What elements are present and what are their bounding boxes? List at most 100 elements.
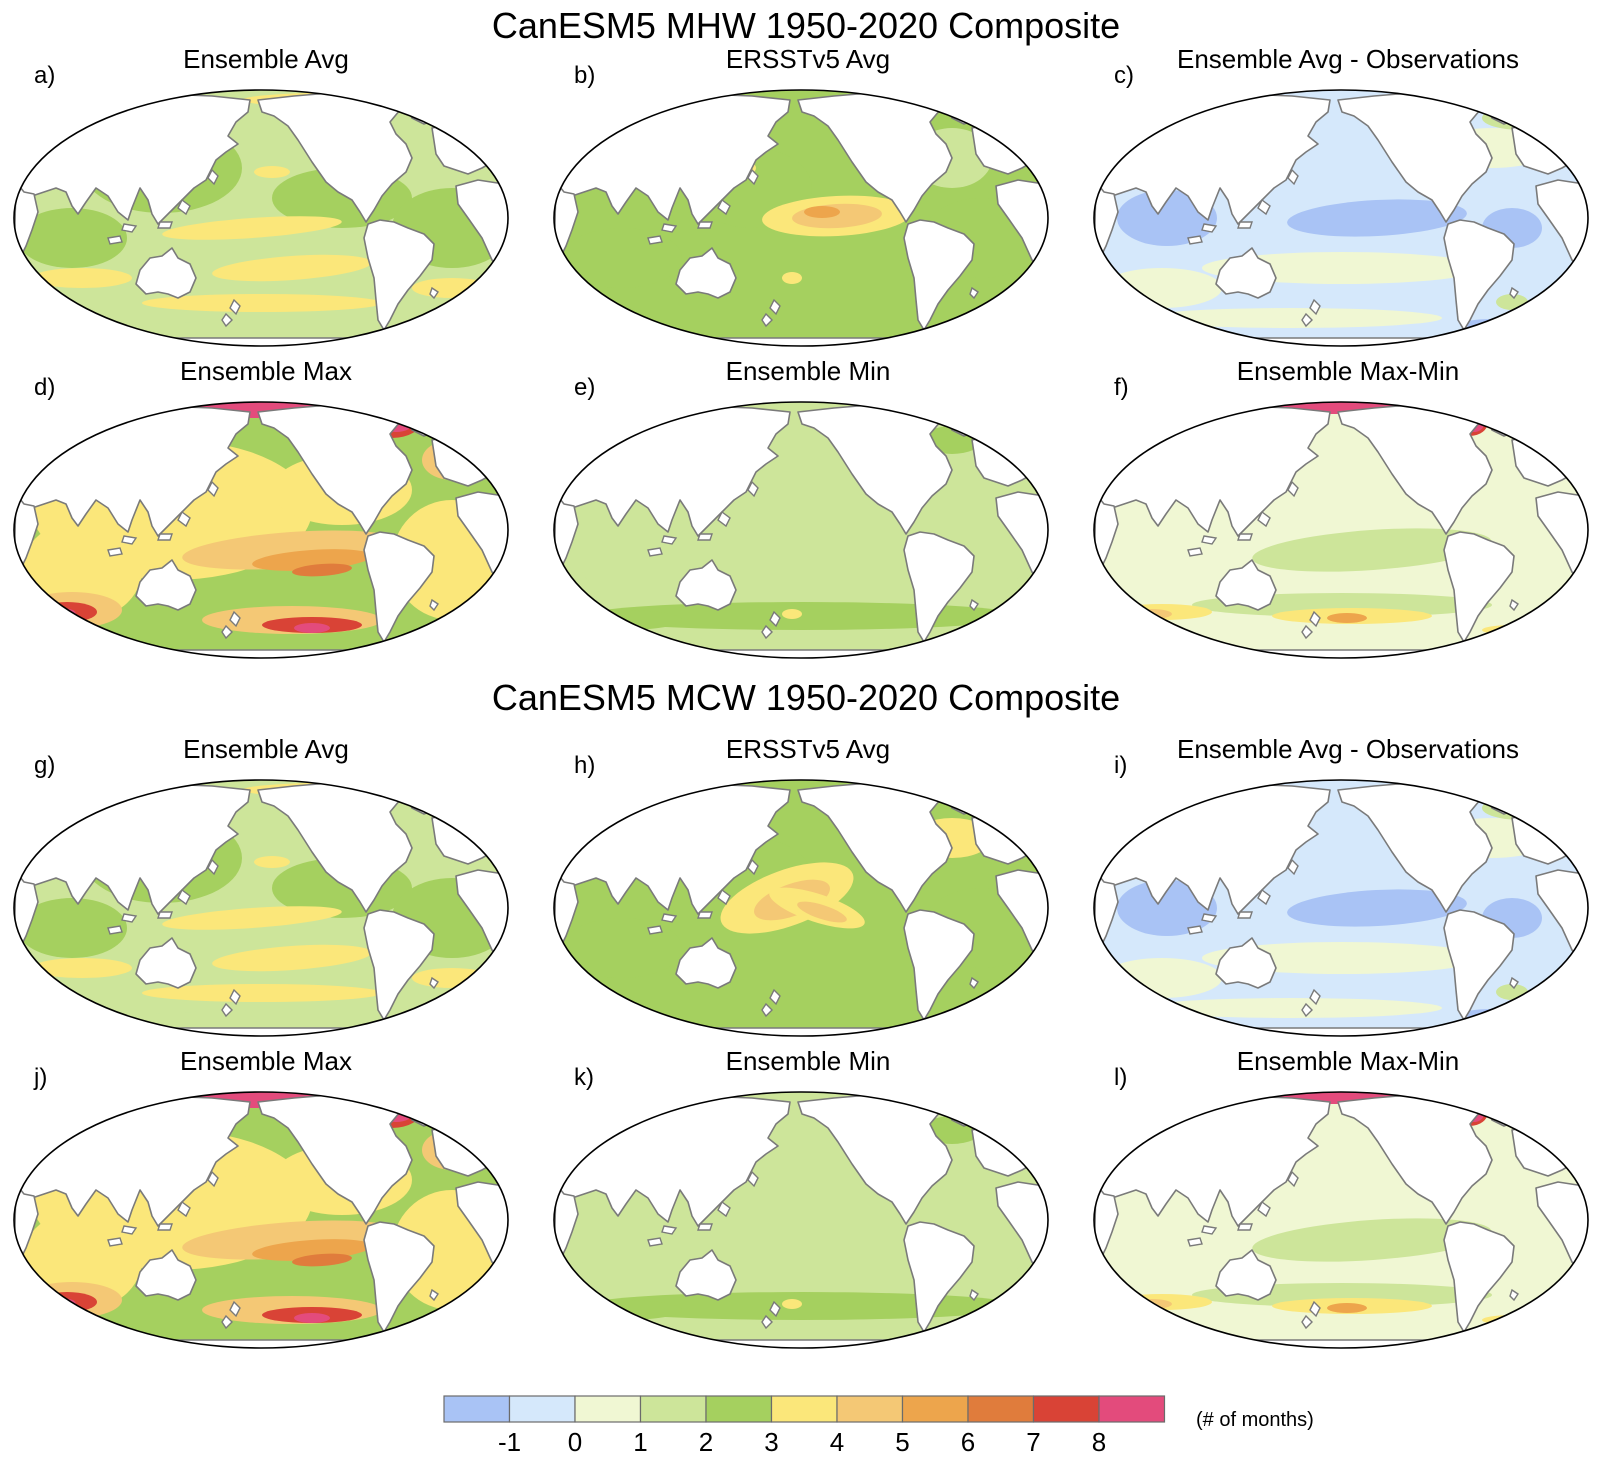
- land-island: [157, 221, 173, 229]
- land-island: [1287, 168, 1299, 186]
- land-island: [1309, 1300, 1321, 1318]
- anomaly-region: [32, 958, 132, 978]
- map-frame: [13, 89, 509, 347]
- land-island: [1509, 286, 1519, 300]
- land-island: [717, 888, 731, 906]
- land-island: [1201, 913, 1218, 923]
- land-australia: [135, 247, 197, 299]
- land-island: [1257, 510, 1271, 528]
- land-island: [107, 547, 123, 557]
- panel-title: Ensemble Avg: [183, 734, 349, 764]
- land-island: [747, 858, 759, 876]
- anomaly-region: [292, 1253, 352, 1267]
- land-island: [969, 1288, 979, 1302]
- map-panel: [13, 779, 509, 1037]
- anomaly-region: [142, 984, 382, 1002]
- map-frame: [13, 1091, 509, 1349]
- land-island: [717, 510, 731, 528]
- colorbar-tick-label: 3: [764, 1427, 779, 1457]
- section-title-mcw: CanESM5 MCW 1950-2020 Composite: [491, 677, 1121, 718]
- land-island: [177, 198, 191, 216]
- land-europe: [971, 811, 1048, 865]
- land-island: [761, 312, 773, 328]
- colorbar-tick-label: 0: [567, 1427, 583, 1457]
- land-australia: [1215, 937, 1277, 989]
- anomaly-region: [1094, 520, 1192, 580]
- land-island: [969, 598, 979, 612]
- map-panel: [1093, 1091, 1589, 1349]
- map-frame: [553, 779, 1049, 1037]
- land-island: [157, 533, 173, 541]
- land-australia: [135, 559, 197, 611]
- anomaly-region: [162, 216, 342, 240]
- panel-title: Ensemble Max-Min: [1236, 356, 1460, 386]
- colorbar-swatch: [770, 1395, 838, 1423]
- anomaly-region: [142, 294, 382, 312]
- map-frame: [13, 401, 509, 659]
- land-island: [207, 168, 219, 186]
- land-island: [1287, 480, 1299, 498]
- land-island: [121, 1225, 138, 1235]
- land-samerica: [903, 1221, 975, 1333]
- land-island: [1187, 235, 1203, 245]
- land-island: [1187, 1237, 1203, 1247]
- colorbar-tick-label: 2: [698, 1427, 714, 1457]
- anomaly-region: [562, 610, 682, 630]
- land-island: [121, 913, 138, 923]
- anomaly-region: [48, 608, 76, 620]
- land-island: [1509, 598, 1519, 612]
- land-europe: [971, 121, 1048, 175]
- map-panel: [1093, 89, 1589, 347]
- panel-title: Ensemble Avg - Observations: [1176, 44, 1520, 74]
- colorbar-swatch: [901, 1395, 969, 1423]
- anomaly-region: [1117, 880, 1217, 936]
- map-panel: [1093, 779, 1589, 1037]
- map-frame: [553, 401, 1049, 659]
- land-samerica: [1443, 909, 1515, 1021]
- land-island: [697, 533, 713, 541]
- land-island: [647, 925, 663, 935]
- land-europe: [431, 1123, 508, 1177]
- land-samerica: [363, 219, 435, 331]
- land-europe: [431, 433, 508, 487]
- panel-letter: l): [1114, 1064, 1128, 1091]
- anomaly-region: [1132, 1299, 1172, 1309]
- land-australia: [675, 1249, 737, 1301]
- land-island: [1309, 610, 1321, 628]
- panel-letter: d): [34, 374, 56, 401]
- anomaly-region: [1094, 1210, 1192, 1270]
- land-island: [429, 598, 439, 612]
- land-australia: [675, 247, 737, 299]
- land-europe: [971, 1123, 1048, 1177]
- anomaly-region: [132, 1010, 492, 1026]
- panel-letter: h): [574, 752, 596, 779]
- land-island: [229, 610, 241, 628]
- panel-title: ERSSTv5 Avg: [725, 44, 891, 74]
- map-panel: [553, 779, 1049, 1037]
- anomaly-region: [1102, 268, 1222, 308]
- land-island: [647, 1237, 663, 1247]
- land-island: [717, 198, 731, 216]
- land-samerica: [1443, 531, 1515, 643]
- land-samerica: [363, 909, 435, 1021]
- anomaly-region: [37, 1292, 97, 1312]
- anomaly-region: [162, 906, 342, 930]
- anomaly-region: [254, 166, 290, 178]
- land-island: [747, 168, 759, 186]
- land-island: [229, 298, 241, 316]
- land-europe: [971, 433, 1048, 487]
- anomaly-region: [411, 788, 419, 800]
- land-island: [747, 1170, 759, 1188]
- anomaly-region: [294, 1313, 330, 1323]
- land-island: [1301, 312, 1313, 328]
- land-island: [769, 610, 781, 628]
- land-island: [1237, 533, 1253, 541]
- land-island: [647, 547, 663, 557]
- anomaly-region: [582, 602, 1022, 630]
- anomaly-region: [132, 320, 492, 336]
- colorbar-tick-label: 7: [1026, 1427, 1041, 1457]
- land-island: [107, 235, 123, 245]
- land-island: [761, 624, 773, 640]
- anomaly-region: [212, 944, 372, 972]
- colorbar: [443, 1395, 1166, 1428]
